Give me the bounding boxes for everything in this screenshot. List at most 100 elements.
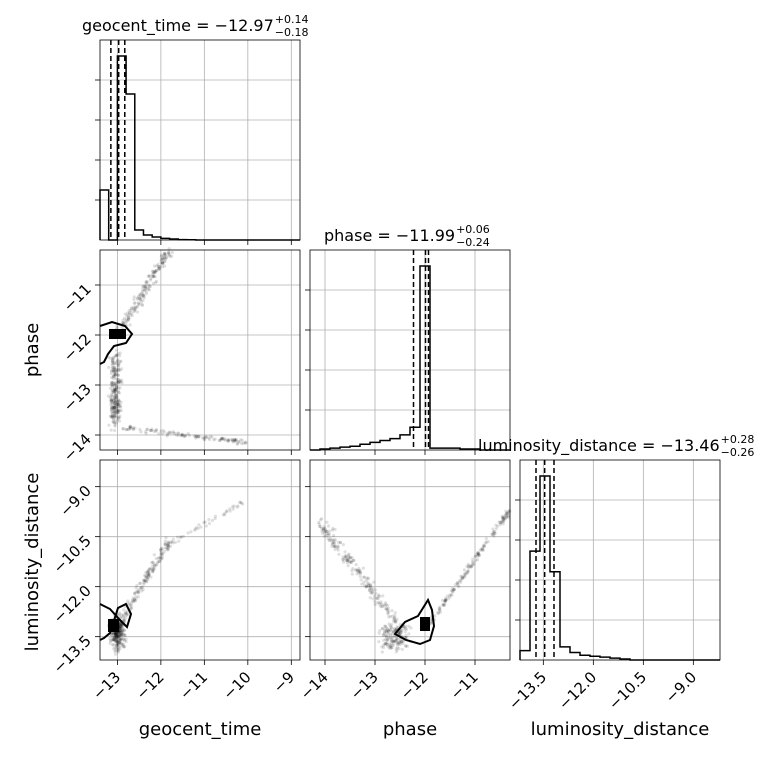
sample-point (115, 358, 119, 363)
sample-point (460, 576, 464, 580)
sample-point (112, 405, 116, 410)
sample-point (501, 517, 505, 521)
sample-point (109, 409, 114, 413)
sample-point (382, 630, 387, 634)
x-tick-label: −9 (270, 668, 298, 696)
sample-point (213, 517, 217, 521)
sample-point (109, 414, 113, 418)
sample-point (370, 591, 374, 595)
sample-point (218, 438, 222, 442)
sample-point (482, 545, 486, 549)
sample-point (503, 516, 507, 520)
sample-point (362, 575, 366, 580)
sample-point (115, 646, 119, 650)
sample-point (404, 644, 408, 648)
sample-point (395, 637, 399, 641)
sample-point (127, 602, 131, 607)
sample-point (438, 608, 442, 612)
sample-point (162, 256, 167, 260)
sample-point (369, 590, 373, 595)
sample-point (116, 415, 120, 419)
sample-point (113, 402, 117, 406)
sample-point (141, 294, 145, 298)
sample-point (136, 302, 141, 306)
sample-point (115, 634, 119, 638)
sample-point (167, 253, 171, 257)
sample-point (113, 376, 117, 381)
sample-point (124, 319, 129, 323)
sample-point (118, 633, 122, 637)
sample-point (114, 643, 118, 647)
sample-point (124, 637, 128, 641)
sample-point (395, 636, 399, 640)
sample-point (167, 430, 171, 434)
sample-point (116, 373, 120, 377)
sample-point (154, 279, 159, 284)
sample-point (113, 372, 117, 376)
sample-point (355, 572, 359, 576)
sample-point (117, 380, 121, 384)
sample-point (110, 414, 115, 418)
sample-point (382, 643, 386, 647)
sample-point (117, 634, 121, 638)
sample-point (341, 558, 345, 562)
sample-point (146, 575, 150, 579)
sample-point (120, 367, 124, 371)
sample-point (333, 541, 337, 545)
sample-point (404, 624, 408, 628)
sample-point (318, 524, 322, 529)
sample-point (452, 588, 456, 592)
sample-point (403, 625, 407, 629)
sample-point (160, 546, 164, 550)
sample-point (332, 545, 336, 549)
sample-point (143, 285, 147, 289)
sample-point (118, 626, 122, 630)
sample-point (157, 559, 161, 564)
sample-point (113, 365, 117, 370)
sample-point (476, 550, 480, 555)
sample-point (137, 581, 142, 586)
sample-point (116, 650, 120, 654)
sample-point (160, 547, 164, 551)
sample-point (233, 439, 237, 443)
sample-point (202, 437, 206, 441)
sample-point (110, 363, 115, 367)
sample-point (166, 251, 171, 255)
sample-point (113, 387, 117, 391)
sample-point (147, 573, 151, 577)
sample-point (136, 591, 140, 595)
sample-point (146, 577, 150, 581)
sample-point (119, 641, 123, 646)
sample-point (322, 527, 326, 531)
sample-point (233, 437, 237, 442)
sample-point (110, 356, 114, 360)
sample-point (393, 619, 397, 623)
sample-point (335, 546, 339, 550)
sample-point (151, 570, 155, 574)
sample-point (333, 544, 337, 548)
sample-point (370, 589, 375, 593)
sample-point (113, 406, 117, 410)
sample-point (115, 372, 119, 377)
sample-point (382, 631, 387, 636)
sample-point (203, 438, 207, 442)
sample-point (360, 582, 364, 586)
sample-point (114, 638, 118, 642)
sample-point (133, 599, 138, 603)
sample-point (338, 540, 342, 545)
sample-point (140, 585, 144, 589)
sample-point (118, 360, 122, 364)
sample-point (117, 379, 121, 383)
sample-point (130, 311, 134, 315)
sample-point (390, 637, 394, 641)
sample-point (125, 317, 129, 321)
sample-point (372, 580, 376, 584)
sample-point (115, 639, 119, 643)
sample-point (235, 442, 240, 446)
sample-point (112, 420, 116, 425)
sample-point (121, 427, 125, 431)
sample-point (122, 618, 126, 622)
sample-point (116, 362, 120, 366)
sample-point (327, 529, 332, 533)
sample-point (378, 594, 382, 598)
